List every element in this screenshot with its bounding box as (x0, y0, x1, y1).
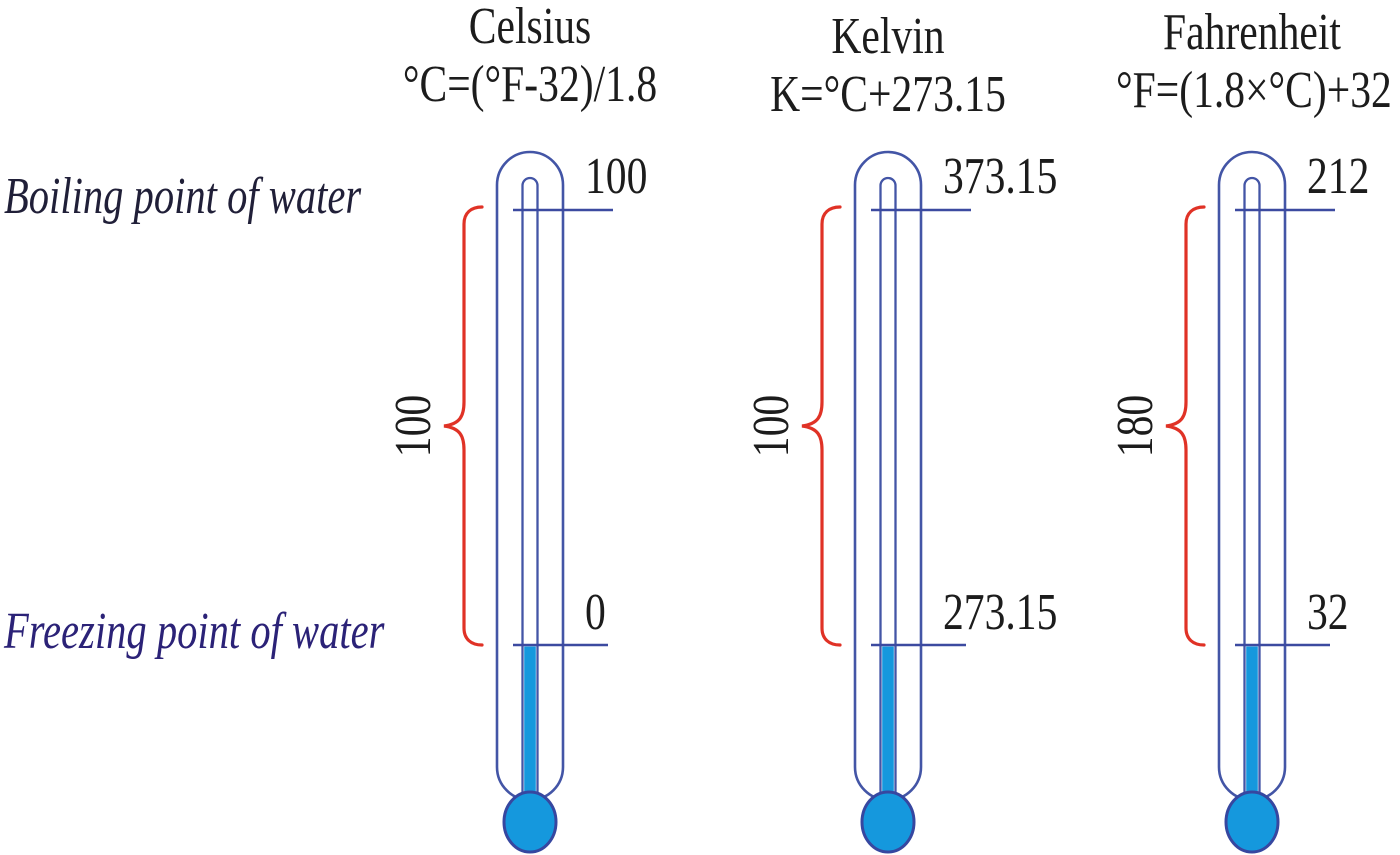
thermometer-drawing-celsius (443, 150, 613, 854)
range-brace (1165, 205, 1206, 647)
liquid-column (882, 646, 894, 822)
thermometer-drawing-fahrenheit (1165, 150, 1335, 854)
conversion-formula-celsius: °C=(°F-32)/1.8 (402, 56, 658, 113)
scale-title-fahrenheit: Fahrenheit (1163, 4, 1341, 61)
degrees-span-celsius: 100 (385, 394, 442, 458)
boiling-value-celsius: 100 (585, 148, 648, 205)
range-brace (801, 205, 842, 647)
thermometer-group-fahrenheit: Fahrenheit °F=(1.8×°C)+32 212 32 180 (1082, 0, 1400, 855)
scale-title-celsius: Celsius (468, 0, 592, 55)
thermometer-bulb (502, 790, 558, 854)
conversion-formula-kelvin: K=°C+273.15 (770, 66, 1006, 123)
freezing-value-celsius: 0 (585, 584, 606, 641)
degrees-span-fahrenheit: 180 (1107, 394, 1164, 458)
liquid-column (1246, 646, 1258, 822)
thermometer-bulb (860, 790, 916, 854)
thermometer-drawing-kelvin (801, 150, 971, 854)
freezing-point-label: Freezing point of water (4, 603, 385, 660)
conversion-formula-fahrenheit: °F=(1.8×°C)+32 (1116, 62, 1392, 119)
thermometer-group-kelvin: Kelvin K=°C+273.15 373.15 273.15 100 (718, 0, 1058, 855)
range-brace (443, 205, 484, 647)
thermometer-group-celsius: Celsius °C=(°F-32)/1.8 100 0 100 (360, 0, 700, 855)
liquid-column (524, 646, 536, 822)
freezing-value-fahrenheit: 32 (1307, 584, 1349, 641)
thermometer-bulb (1224, 790, 1280, 854)
boiling-point-label: Boiling point of water (4, 168, 362, 225)
freezing-value-kelvin: 273.15 (943, 584, 1058, 641)
boiling-value-kelvin: 373.15 (943, 148, 1058, 205)
degrees-span-kelvin: 100 (743, 394, 800, 458)
boiling-value-fahrenheit: 212 (1307, 148, 1370, 205)
scale-title-kelvin: Kelvin (831, 8, 945, 65)
